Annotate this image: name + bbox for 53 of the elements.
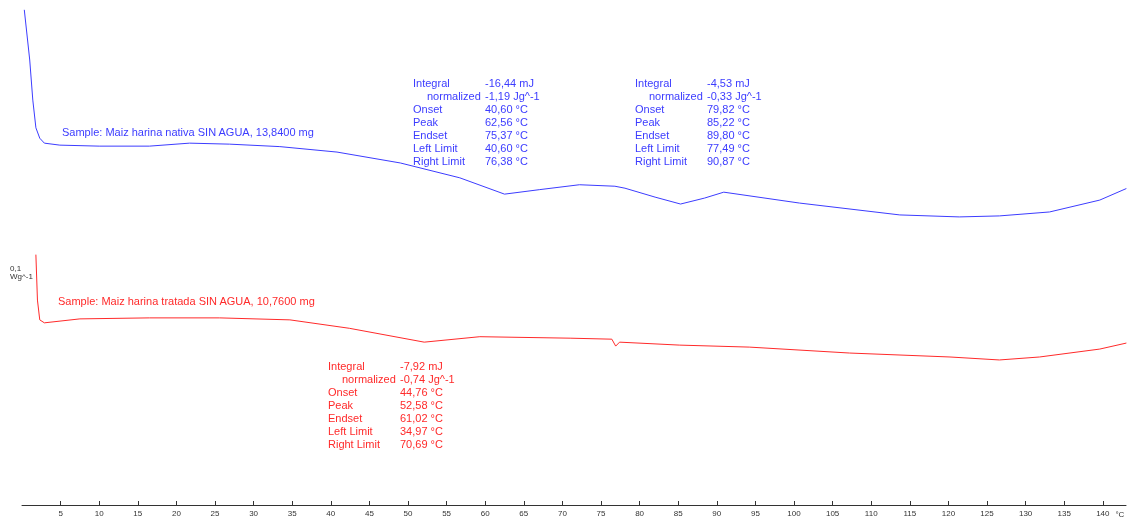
y-axis-title: 0,1 Wg^-1 bbox=[10, 263, 34, 281]
x-tick-label: 85 bbox=[673, 508, 684, 518]
text: Integral -16,44 mJ bbox=[413, 77, 534, 89]
x-tick-label: 45 bbox=[364, 508, 375, 518]
text: Onset 40,60 °C bbox=[413, 103, 528, 115]
x-tick-label: 10 bbox=[94, 508, 105, 518]
x-tick-label: 30 bbox=[249, 508, 259, 518]
text: Left Limit 40,60 °C bbox=[413, 142, 528, 154]
x-tick-label: 50 bbox=[403, 508, 414, 518]
annotation: normalized -0,33 Jg^-1 bbox=[649, 90, 762, 103]
text: Onset 79,82 °C bbox=[635, 103, 750, 115]
x-tick-label: 120 bbox=[941, 508, 956, 518]
x-tick-label: 5 bbox=[58, 508, 64, 518]
x-tick-label: 105 bbox=[825, 508, 840, 518]
text: Peak 62,56 °C bbox=[413, 116, 528, 128]
text: Peak 85,22 °C bbox=[635, 116, 750, 128]
x-tick-label: 15 bbox=[133, 508, 143, 518]
text: Integral -4,53 mJ bbox=[635, 77, 750, 89]
text: Integral -7,92 mJ bbox=[328, 360, 443, 372]
x-tick-label: 20 bbox=[171, 508, 182, 518]
x-tick-label: 40 bbox=[326, 508, 336, 518]
x-tick-label: 60 bbox=[480, 508, 491, 518]
x-axis-title: °C bbox=[1115, 509, 1125, 519]
text: Peak 52,58 °C bbox=[328, 399, 443, 411]
text: Onset 44,76 °C bbox=[328, 386, 443, 398]
x-tick-label: 135 bbox=[1057, 508, 1072, 518]
x-tick-label: 110 bbox=[864, 508, 879, 518]
text: Endset 75,37 °C bbox=[413, 129, 528, 141]
text: Endset 61,02 °C bbox=[328, 412, 443, 424]
x-tick-label: 55 bbox=[442, 508, 452, 518]
x-tick-label: 35 bbox=[287, 508, 298, 518]
series-label: Sample: Maiz harina nativa SIN AGUA, 13,8400 mg bbox=[62, 125, 314, 138]
text: Left Limit 77,49 °C bbox=[635, 142, 750, 154]
x-tick-label: 90 bbox=[712, 508, 722, 518]
x-tick-label: 75 bbox=[596, 508, 607, 518]
x-tick-label: 130 bbox=[1018, 508, 1033, 518]
x-tick-label: 115 bbox=[903, 508, 917, 518]
text: Right Limit 90,87 °C bbox=[635, 155, 750, 167]
x-tick-label: 65 bbox=[519, 508, 529, 518]
x-tick-label: 25 bbox=[210, 508, 220, 518]
series-label: Sample: Maiz harina tratada SIN AGUA, 10,7600 mg bbox=[58, 294, 315, 307]
x-tick-label: 80 bbox=[635, 508, 645, 518]
x-tick-label: 100 bbox=[787, 508, 802, 518]
text: Endset 89,80 °C bbox=[635, 129, 750, 141]
text: Right Limit 76,38 °C bbox=[413, 155, 528, 167]
text: Right Limit 70,69 °C bbox=[328, 438, 443, 450]
text: Left Limit 34,97 °C bbox=[328, 425, 443, 437]
x-tick-label: 140 bbox=[1096, 508, 1111, 518]
x-tick-label: 125 bbox=[980, 508, 995, 518]
annotation: normalized -0,74 Jg^-1 bbox=[342, 373, 455, 386]
x-tick-label: 95 bbox=[750, 508, 761, 518]
x-tick-label: 70 bbox=[557, 508, 568, 518]
annotation: normalized -1,19 Jg^-1 bbox=[427, 90, 540, 103]
